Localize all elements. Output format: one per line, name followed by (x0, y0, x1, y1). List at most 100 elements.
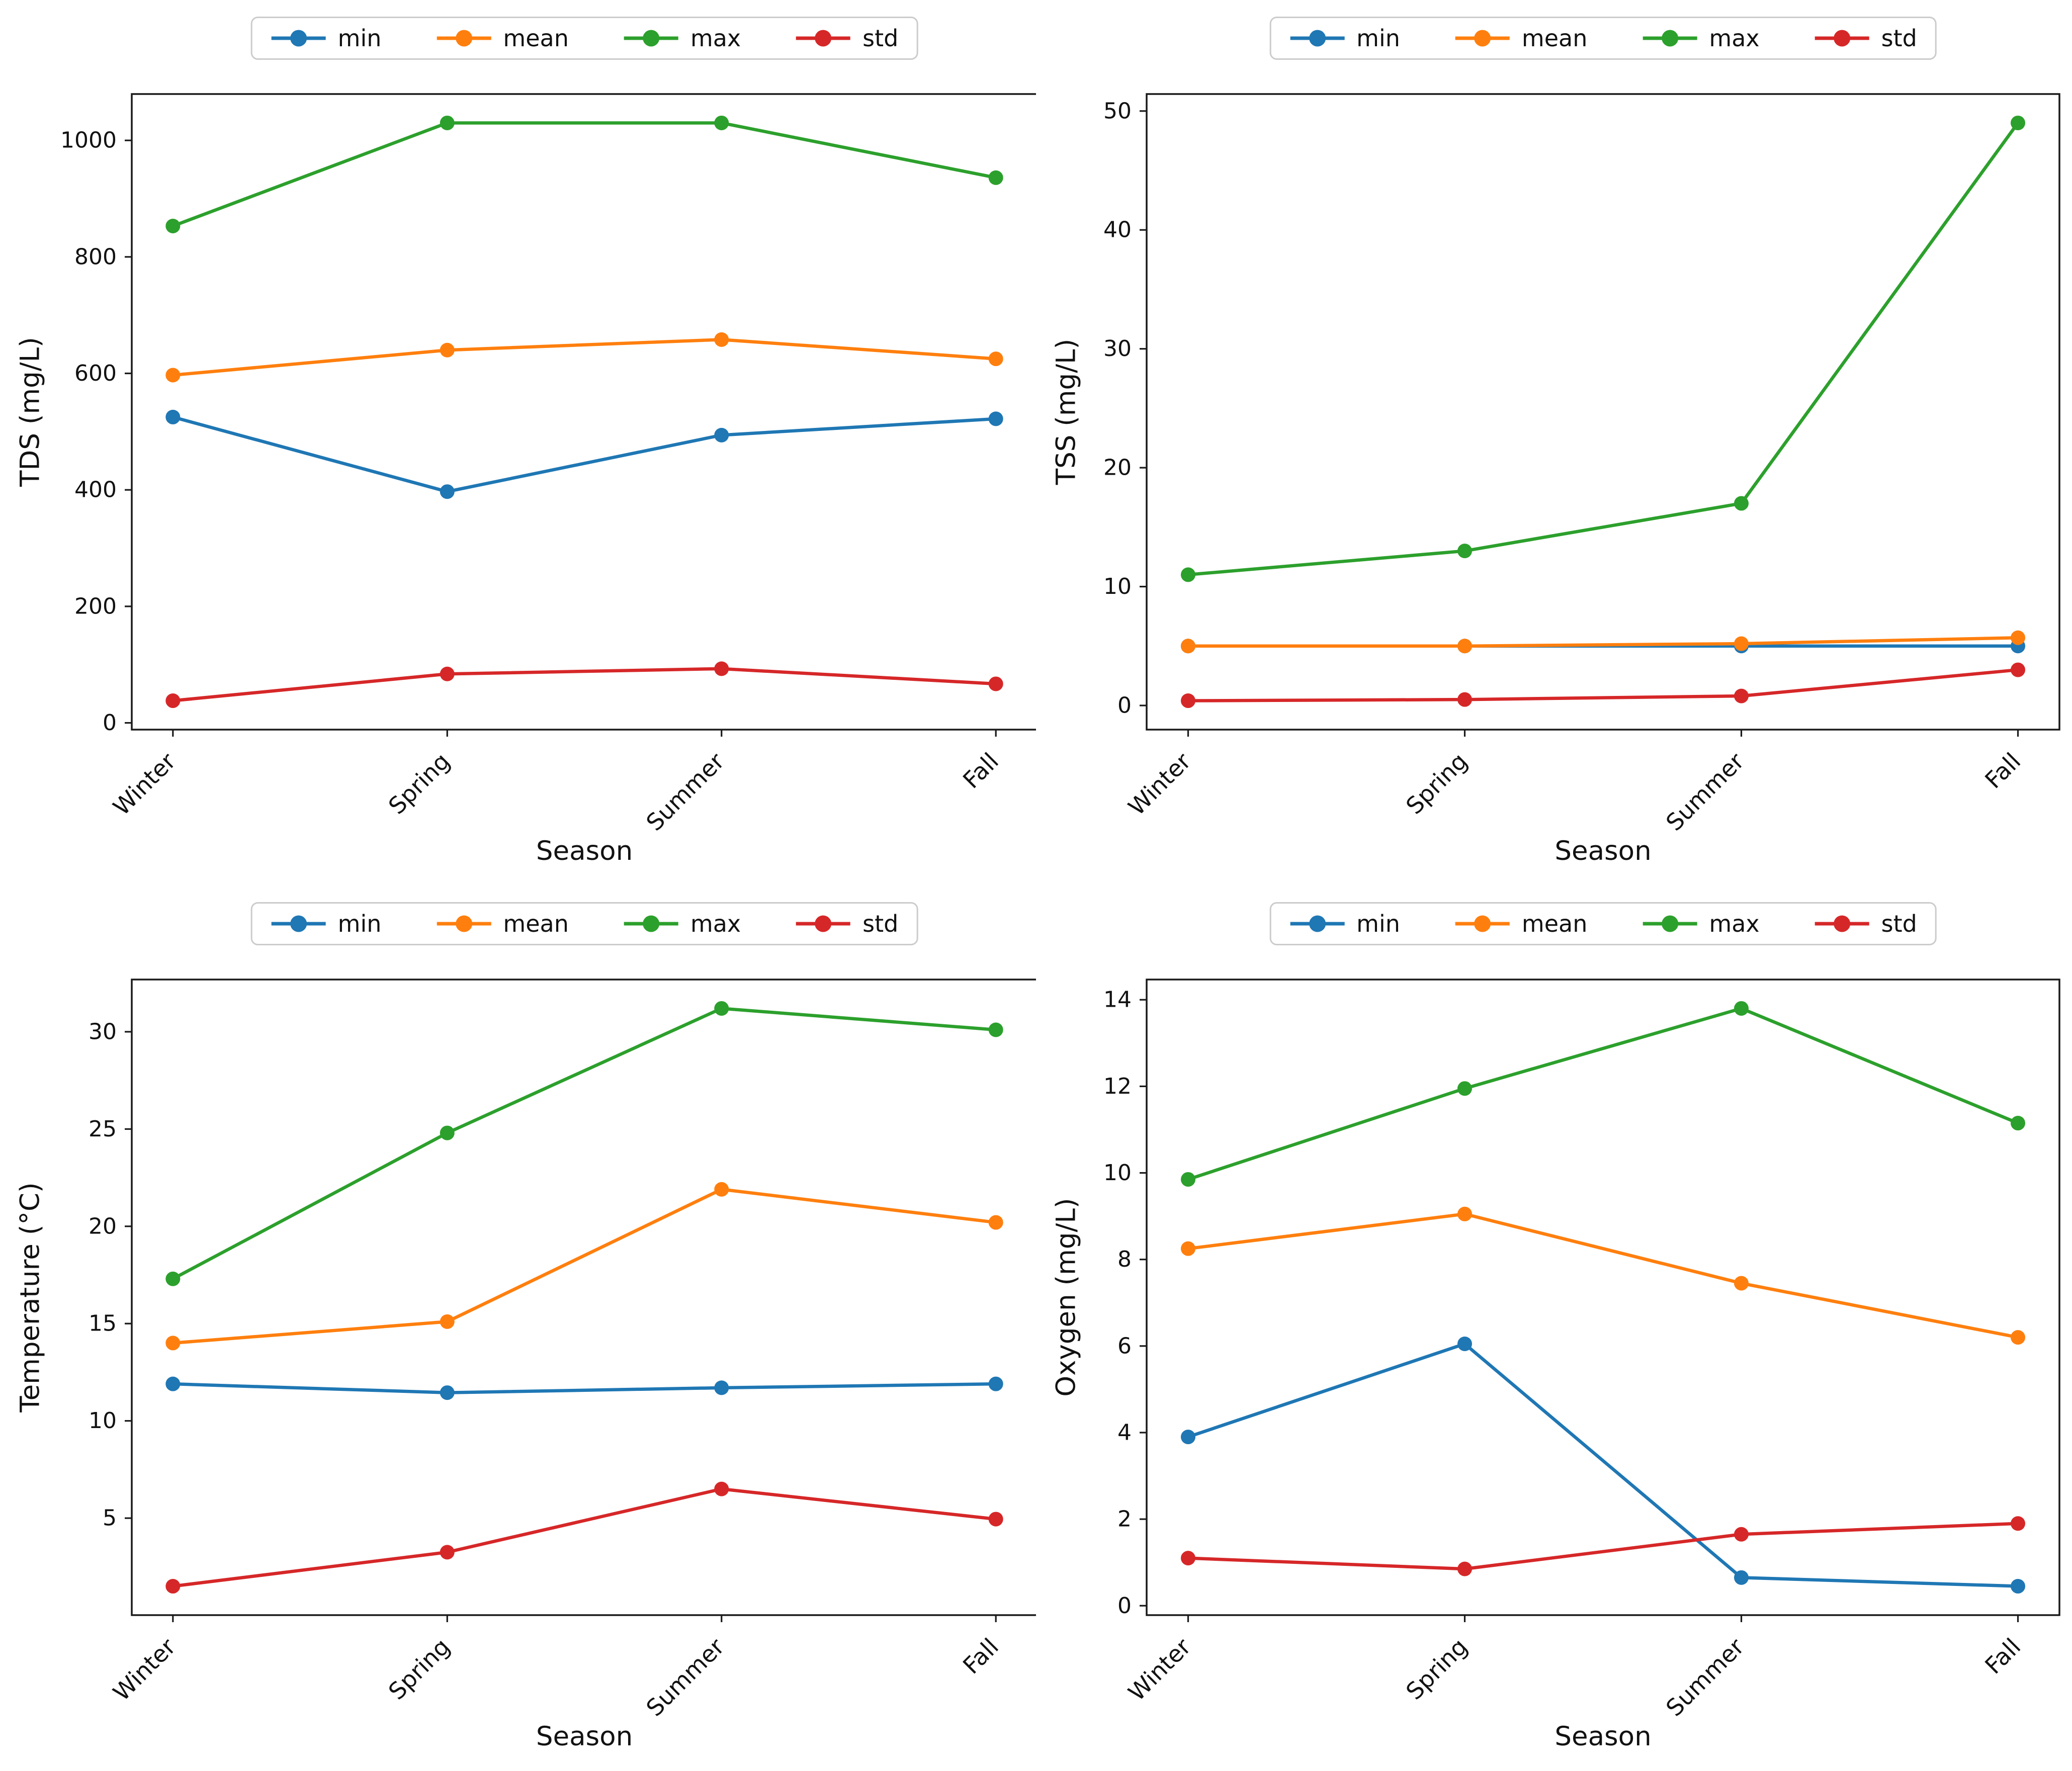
series-line-mean (1186, 636, 2020, 648)
data-point-mean-spring (1457, 1206, 1472, 1221)
data-point-min-summer (714, 1380, 729, 1395)
y-tick-label: 0 (103, 710, 117, 736)
legend-item-mean: mean (436, 25, 569, 52)
x-tick-label-spring: Spring (383, 1633, 455, 1705)
data-point-max-winter (165, 1271, 181, 1286)
y-axis-label: TDS (mg/L) (15, 337, 46, 487)
data-point-max-winter (165, 218, 181, 233)
series-line-mean (171, 1188, 998, 1345)
data-point-max-spring (440, 115, 455, 130)
legend-marker-min-icon (271, 30, 326, 47)
data-point-std-fall (988, 1512, 1003, 1527)
legend-label-max: max (690, 25, 741, 52)
legend-item-std: std (795, 25, 898, 52)
data-point-min-winter (1181, 1430, 1195, 1445)
series-line-max (1186, 121, 2020, 577)
data-point-min-fall (988, 1376, 1003, 1391)
data-point-max-spring (1457, 1081, 1472, 1096)
legend-label-max: max (1709, 910, 1760, 937)
data-point-mean-fall (988, 351, 1003, 367)
series-line-mean (1186, 1212, 2020, 1339)
data-point-std-fall (988, 676, 1003, 691)
series-line-std (1186, 668, 2020, 702)
data-point-max-summer (714, 115, 729, 130)
series-line-std (1186, 1522, 2020, 1571)
y-tick-label: 20 (1103, 455, 1132, 481)
legend-item-max: max (623, 25, 741, 52)
series-line-max (1186, 1007, 2020, 1181)
legend-label-min: min (337, 25, 382, 52)
y-tick-label: 800 (74, 244, 117, 270)
x-tick-label-summer: Summer (1661, 748, 1749, 836)
legend-item-mean: mean (1454, 910, 1587, 937)
legend-marker-max-icon (1643, 30, 1697, 47)
y-tick-label: 10 (1103, 1160, 1132, 1186)
data-point-max-winter (1181, 1172, 1195, 1187)
legend: min mean max std (1269, 17, 1937, 60)
axes-frame (131, 979, 1036, 1616)
legend-item-mean: mean (436, 910, 569, 937)
legend-label-std: std (862, 25, 899, 52)
x-tick-label-spring: Spring (1401, 748, 1473, 820)
data-point-mean-fall (988, 1215, 1003, 1230)
subplot-tss: min mean max std 0 10 20 30 40 50 Winter Spring Sum… (1036, 0, 2072, 886)
legend-marker-std-icon (1815, 30, 1869, 47)
y-tick-label: 30 (89, 1019, 117, 1044)
x-tick-label-fall: Fall (1979, 748, 2026, 794)
y-tick-label: 10 (89, 1408, 117, 1434)
data-point-max-fall (988, 1022, 1003, 1037)
legend-item-max: max (623, 910, 741, 937)
x-tick-label-fall: Fall (1979, 1633, 2026, 1679)
data-point-mean-spring (440, 342, 455, 358)
y-tick-label: 4 (1117, 1420, 1132, 1445)
x-axis-label: Season (536, 836, 633, 866)
x-tick-label-fall: Fall (958, 1633, 1004, 1679)
data-point-mean-winter (1181, 639, 1195, 654)
data-point-std-spring (440, 666, 455, 681)
data-point-std-spring (1457, 1561, 1472, 1576)
x-tick-label-summer: Summer (1661, 1633, 1749, 1722)
y-tick-label: 8 (1117, 1247, 1132, 1272)
y-tick-label: 25 (89, 1116, 117, 1142)
legend-marker-std-icon (1815, 915, 1869, 932)
x-tick-label-winter: Winter (1123, 1633, 1196, 1706)
legend-label-mean: mean (503, 25, 569, 52)
y-tick-label: 10 (1103, 574, 1132, 599)
legend-label-std: std (1881, 910, 1917, 937)
series-line-min (1186, 1342, 2020, 1588)
legend-marker-max-icon (1643, 915, 1697, 932)
y-axis-label: TSS (mg/L) (1051, 338, 1082, 485)
legend-marker-std-icon (796, 915, 851, 932)
data-point-mean-spring (1457, 639, 1472, 654)
x-axis-label: Season (1555, 836, 1652, 866)
legend-marker-max-icon (624, 30, 678, 47)
y-tick-label: 50 (1103, 98, 1132, 124)
legend-item-min: min (1289, 910, 1400, 937)
data-point-mean-summer (1734, 1276, 1749, 1291)
data-point-std-fall (2011, 1516, 2025, 1531)
legend-item-max: max (1642, 25, 1760, 52)
subplot-temperature: min mean max std 5 10 15 20 25 30 Winter Spring Sum… (0, 886, 1036, 1771)
x-tick-label-fall: Fall (958, 748, 1004, 794)
legend-item-min: min (1289, 25, 1400, 52)
data-point-max-summer (1734, 1001, 1749, 1016)
y-tick-label: 30 (1103, 336, 1132, 362)
legend-item-std: std (795, 910, 898, 937)
y-tick-label: 2 (1117, 1507, 1132, 1532)
data-point-max-fall (988, 170, 1003, 185)
data-point-max-spring (1457, 544, 1472, 559)
legend-item-mean: mean (1454, 25, 1587, 52)
axes-frame (1146, 979, 2060, 1616)
legend-label-mean: mean (1521, 910, 1588, 937)
x-tick-label-spring: Spring (1401, 1633, 1473, 1705)
legend-item-std: std (1814, 25, 1917, 52)
data-point-std-spring (1457, 692, 1472, 707)
data-point-mean-summer (1734, 636, 1749, 651)
y-tick-label: 0 (1117, 693, 1132, 719)
legend: min mean max std (1269, 902, 1937, 945)
data-point-min-spring (1457, 1337, 1472, 1352)
data-point-max-fall (2011, 1116, 2025, 1131)
x-axis-label: Season (1555, 1721, 1652, 1752)
y-axis-label: Oxygen (mg/L) (1051, 1198, 1082, 1397)
